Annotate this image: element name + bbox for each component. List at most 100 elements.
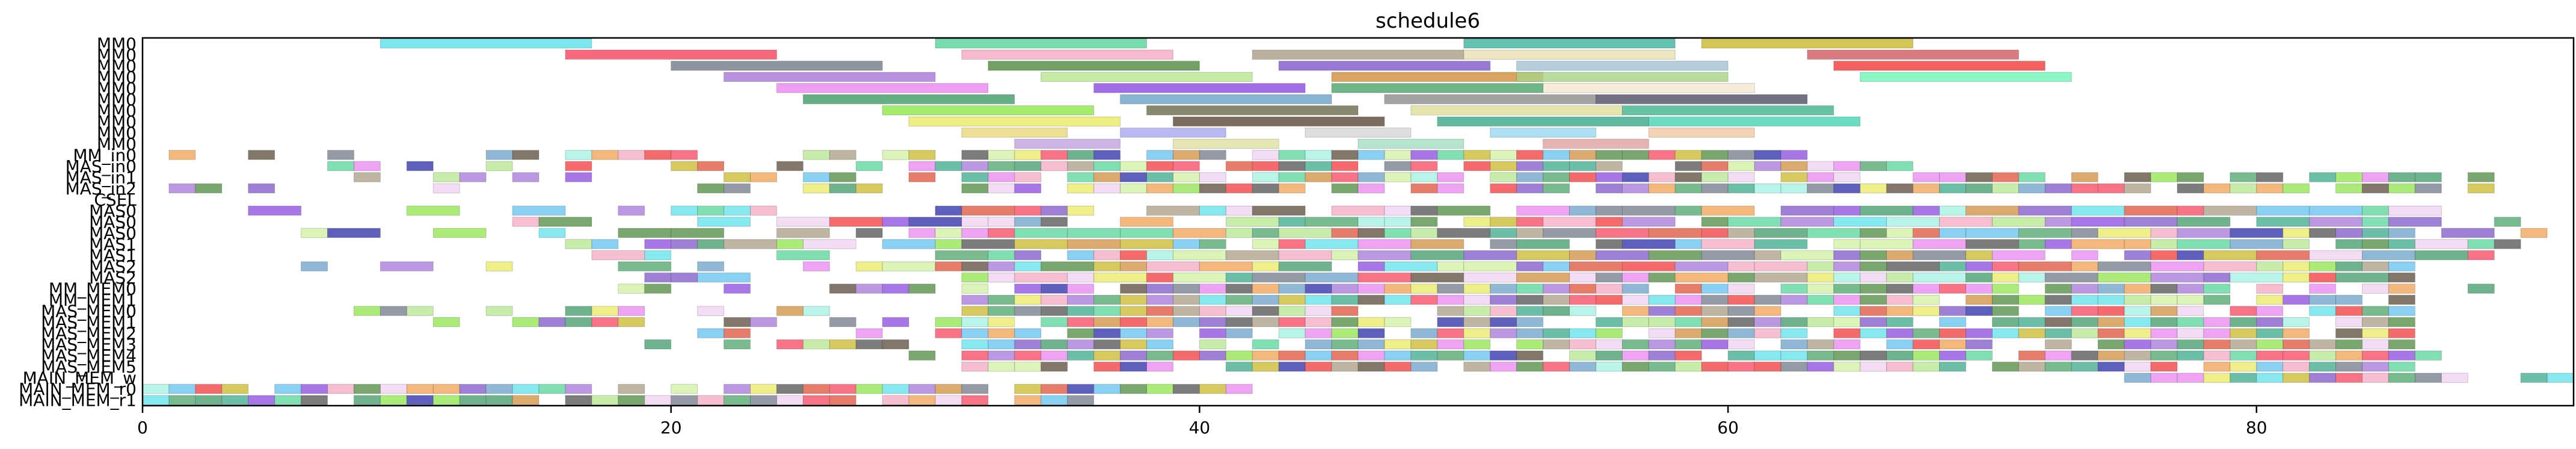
task-bar [2362, 283, 2389, 294]
task-bar [1543, 183, 1570, 194]
task-bar [671, 228, 725, 238]
task-bar [485, 383, 513, 394]
task-bar [1701, 328, 1729, 338]
task-bar [2044, 294, 2072, 305]
task-bar [2203, 272, 2231, 283]
task-bar [855, 161, 883, 172]
task-bar [1622, 272, 1649, 283]
task-bar [1172, 161, 1200, 172]
task-bar [1067, 383, 1095, 394]
task-bar [591, 150, 619, 160]
task-bar [724, 183, 751, 194]
task-bar [1939, 183, 1966, 194]
task-bar [2520, 228, 2548, 238]
task-bar [1966, 239, 2019, 249]
task-bar [1278, 150, 1306, 160]
task-bar [2071, 294, 2098, 305]
task-bar [1991, 306, 2019, 316]
task-bar [644, 283, 672, 294]
row-label: MM_MEM1 [49, 290, 137, 310]
task-bar [2044, 306, 2072, 316]
task-bar [353, 172, 381, 182]
task-bar [2388, 183, 2415, 194]
task-bar [1199, 383, 1226, 394]
task-bar [1437, 261, 1465, 271]
task-bar [2230, 373, 2257, 383]
task-bar [2203, 328, 2231, 338]
task-bar [1966, 339, 1993, 350]
task-bar [1120, 239, 1173, 249]
task-bar [1543, 217, 1596, 227]
row-label: CSEL [94, 190, 137, 209]
task-bar [2124, 183, 2151, 194]
task-bar [1913, 205, 1940, 216]
task-bar [2150, 350, 2178, 361]
task-bar [829, 183, 856, 194]
task-bar [961, 350, 989, 361]
task-bar [1991, 217, 2046, 227]
task-bar [1727, 328, 1755, 338]
task-bar [2097, 317, 2125, 327]
task-bar [1516, 339, 1544, 350]
task-bar [1701, 39, 1914, 49]
task-bar [2362, 183, 2389, 194]
task-bar [1674, 350, 1702, 361]
task-bar [2256, 294, 2284, 305]
task-bar [1014, 239, 1068, 249]
task-bar [1067, 205, 1095, 216]
task-bar [2388, 294, 2415, 305]
task-bar [2071, 250, 2098, 261]
task-bar [671, 239, 698, 249]
task-bar [1146, 172, 1173, 182]
task-bar [1674, 328, 1702, 338]
task-bar [1199, 283, 1226, 294]
task-bar [1305, 283, 1332, 294]
task-bar [1516, 72, 1729, 82]
task-bar [1780, 328, 1808, 338]
task-bar [1754, 317, 1781, 327]
task-bar [882, 383, 909, 394]
task-bar [2494, 217, 2521, 227]
task-bar [1278, 317, 1306, 327]
task-bar [2150, 239, 2178, 249]
task-bar [1172, 250, 1226, 261]
task-bar [2309, 228, 2337, 238]
task-bar [855, 283, 883, 294]
task-bar [1674, 172, 1702, 182]
task-bar [2071, 217, 2125, 227]
task-bar [2388, 261, 2415, 271]
task-bar [1199, 339, 1226, 350]
task-bar [2282, 317, 2310, 327]
task-bar [1701, 172, 1729, 182]
task-bar [2150, 317, 2178, 327]
task-bar [855, 261, 883, 271]
task-bar [1146, 350, 1173, 361]
task-bar [1252, 239, 1279, 249]
task-bar [961, 205, 1015, 216]
task-bar [1622, 205, 1676, 216]
task-bar [2124, 239, 2151, 249]
task-bar [1384, 317, 1412, 327]
task-bar [644, 239, 672, 249]
task-bar [1410, 239, 1465, 249]
task-bar [2150, 261, 2204, 271]
task-bar [988, 150, 1015, 160]
task-bar [1305, 350, 1332, 361]
task-bar [724, 283, 751, 294]
task-bar [1067, 317, 1095, 327]
task-bar [1569, 261, 1623, 271]
task-bar [2071, 228, 2098, 238]
task-bar [2071, 172, 2098, 182]
row-label: MAS_in2 [66, 179, 137, 199]
task-bar [380, 395, 407, 406]
task-bar [1886, 183, 1914, 194]
task-bar [1120, 317, 1148, 327]
task-bar [1595, 172, 1623, 182]
task-bar [1674, 339, 1702, 350]
task-bar [2018, 350, 2046, 361]
task-bar [1701, 339, 1729, 350]
task-bar [1014, 205, 1042, 216]
task-bar [1860, 205, 1914, 216]
task-bar [1225, 328, 1253, 338]
task-bar [1331, 205, 1385, 216]
